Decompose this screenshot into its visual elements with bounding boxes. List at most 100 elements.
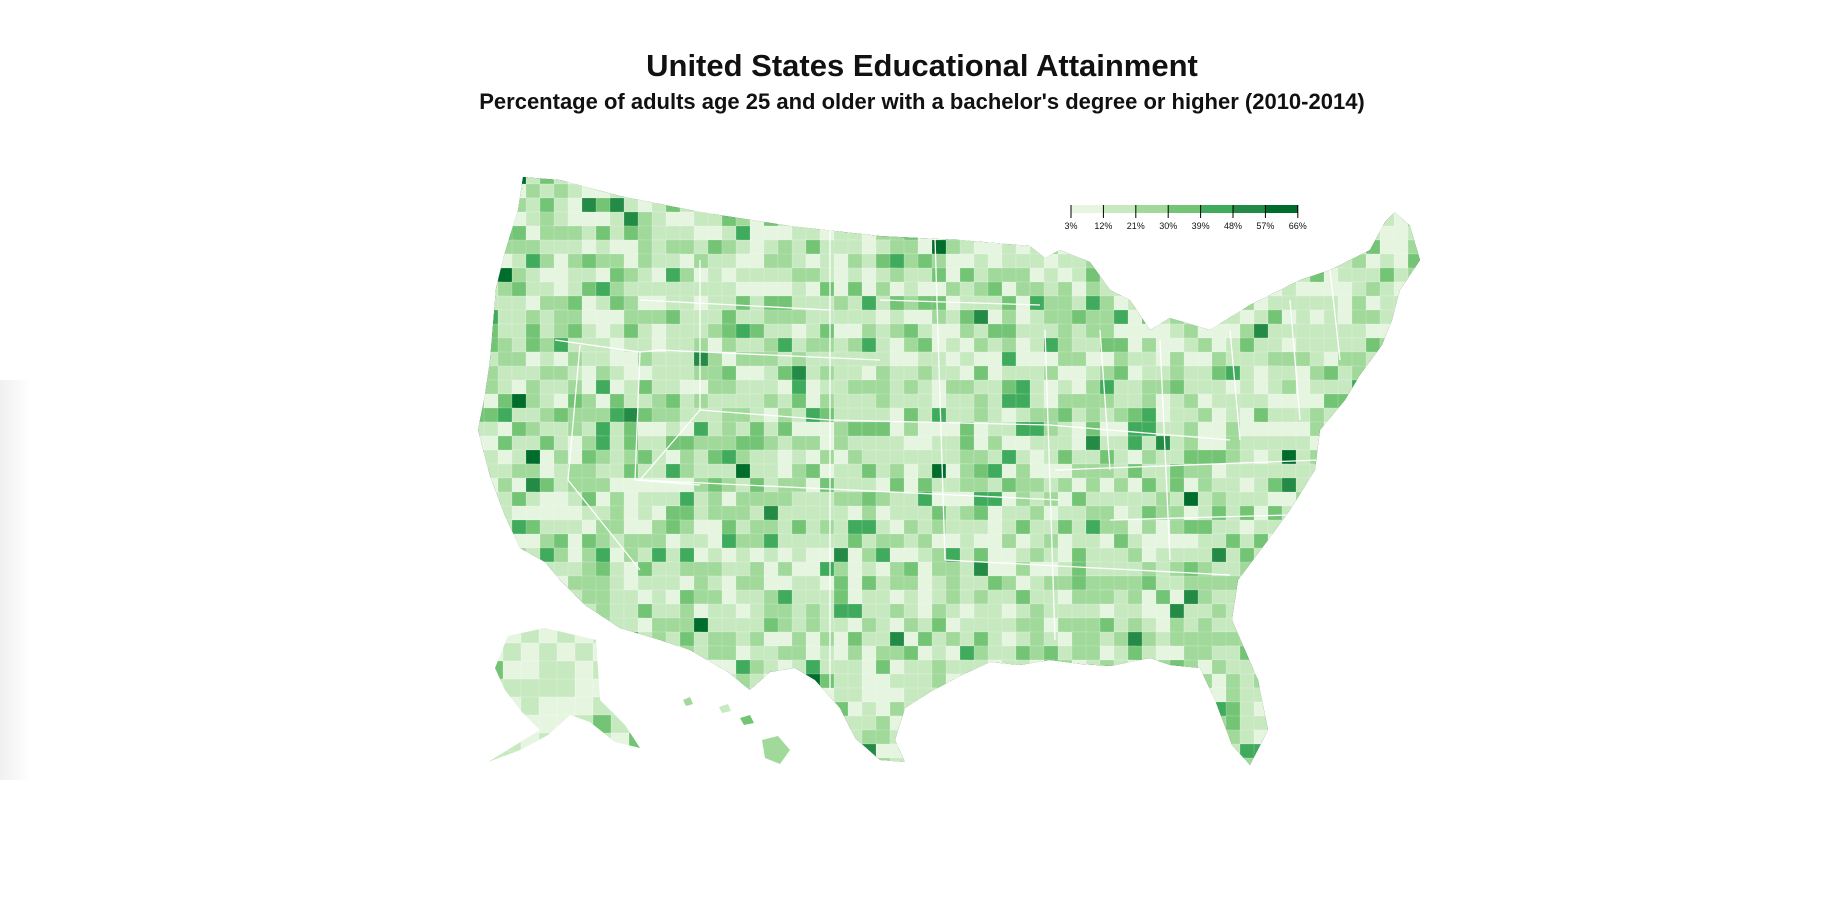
county-cell bbox=[917, 211, 934, 229]
county-cell bbox=[637, 673, 662, 693]
county-cell bbox=[1365, 477, 1389, 495]
county-cell bbox=[483, 211, 502, 227]
county-cell bbox=[478, 561, 485, 577]
county-cell bbox=[1002, 772, 1019, 789]
county-cell bbox=[525, 547, 542, 565]
county-cell bbox=[1309, 225, 1325, 243]
county-cell bbox=[1351, 715, 1369, 736]
county-cell bbox=[819, 743, 843, 759]
county-cell bbox=[820, 772, 840, 789]
county-cell bbox=[735, 701, 759, 719]
county-cell bbox=[1407, 715, 1420, 732]
county-cell bbox=[693, 177, 717, 186]
county-cell bbox=[918, 772, 933, 787]
county-cell bbox=[1155, 687, 1179, 708]
county-cell bbox=[833, 197, 854, 218]
county-cell bbox=[1337, 239, 1360, 256]
county-cell bbox=[1337, 575, 1355, 594]
county-cell bbox=[1197, 295, 1213, 316]
county-cell bbox=[945, 743, 970, 759]
county-cell bbox=[488, 628, 508, 646]
county-cell bbox=[483, 589, 501, 606]
county-cell bbox=[707, 729, 731, 748]
county-cell bbox=[1183, 183, 1200, 200]
county-cell bbox=[609, 687, 633, 703]
county-cell bbox=[1281, 239, 1298, 256]
county-cell bbox=[665, 673, 689, 690]
county-cell bbox=[1253, 547, 1271, 568]
county-cell bbox=[478, 589, 489, 605]
county-cell bbox=[889, 211, 912, 227]
county-cell bbox=[1351, 477, 1368, 497]
county-cell bbox=[777, 225, 793, 243]
county-cell bbox=[973, 729, 990, 747]
county-cell bbox=[1239, 561, 1257, 580]
county-cell bbox=[520, 750, 544, 762]
county-cell bbox=[1309, 183, 1329, 204]
county-cell bbox=[861, 435, 877, 453]
county-cell bbox=[637, 177, 653, 188]
county-cell bbox=[679, 183, 704, 202]
county-cell bbox=[1267, 239, 1285, 257]
county-cell bbox=[1337, 743, 1360, 759]
county-cell bbox=[581, 729, 600, 748]
county-cell bbox=[478, 177, 490, 188]
county-cell bbox=[1407, 505, 1420, 526]
county-cell bbox=[623, 533, 640, 551]
county-cell bbox=[1393, 659, 1409, 680]
county-cell bbox=[1393, 477, 1417, 498]
county-cell bbox=[539, 575, 557, 592]
county-cell bbox=[1086, 772, 1105, 790]
county-cell bbox=[497, 589, 519, 605]
county-cell bbox=[1407, 393, 1420, 409]
county-cell bbox=[1169, 239, 1191, 260]
county-cell bbox=[903, 407, 920, 423]
county-cell bbox=[1365, 435, 1381, 455]
county-cell bbox=[1085, 505, 1101, 522]
county-cell bbox=[497, 715, 516, 734]
county-cell bbox=[1422, 464, 1437, 479]
county-cell bbox=[1281, 687, 1300, 708]
county-cell bbox=[1127, 239, 1148, 260]
county-cell bbox=[749, 177, 773, 188]
county-cell bbox=[497, 701, 519, 721]
county-cell bbox=[478, 715, 487, 736]
county-cell bbox=[1365, 407, 1381, 425]
county-cell bbox=[1253, 575, 1277, 591]
county-cell bbox=[1239, 295, 1255, 313]
county-cell bbox=[1379, 729, 1399, 748]
county-cell bbox=[665, 295, 681, 312]
county-cell bbox=[1085, 561, 1103, 577]
county-cell bbox=[623, 561, 640, 579]
county-cell bbox=[1351, 393, 1375, 413]
legend: 3% 12% 21% 30% 39% 48% 57% 66% bbox=[1064, 205, 1307, 231]
contiguous-us bbox=[478, 177, 1437, 790]
county-cell bbox=[651, 701, 670, 721]
county-cell bbox=[903, 197, 920, 217]
county-cell bbox=[1183, 351, 1199, 368]
county-cell bbox=[1337, 561, 1354, 579]
county-cell bbox=[665, 449, 681, 467]
county-cell bbox=[1212, 772, 1229, 790]
county-cell bbox=[1253, 757, 1269, 765]
county-cell bbox=[1365, 757, 1383, 765]
county-cell bbox=[553, 743, 577, 763]
county-cell bbox=[1169, 177, 1191, 186]
county-cell bbox=[735, 177, 757, 189]
county-cell bbox=[679, 463, 697, 479]
county-cell bbox=[847, 183, 869, 201]
county-cell bbox=[791, 351, 808, 369]
county-cell bbox=[1323, 177, 1346, 190]
county-cell bbox=[735, 729, 754, 749]
county-cell bbox=[1071, 463, 1088, 480]
county-cell bbox=[628, 714, 640, 736]
county-cell bbox=[721, 177, 746, 186]
county-cell bbox=[525, 533, 541, 550]
county-cell bbox=[1099, 701, 1118, 718]
county-cell bbox=[610, 660, 634, 682]
county-cell bbox=[959, 729, 978, 745]
county-cell bbox=[610, 696, 634, 718]
county-cell bbox=[1142, 772, 1163, 790]
county-cell bbox=[1309, 617, 1331, 635]
county-cell bbox=[497, 365, 513, 383]
